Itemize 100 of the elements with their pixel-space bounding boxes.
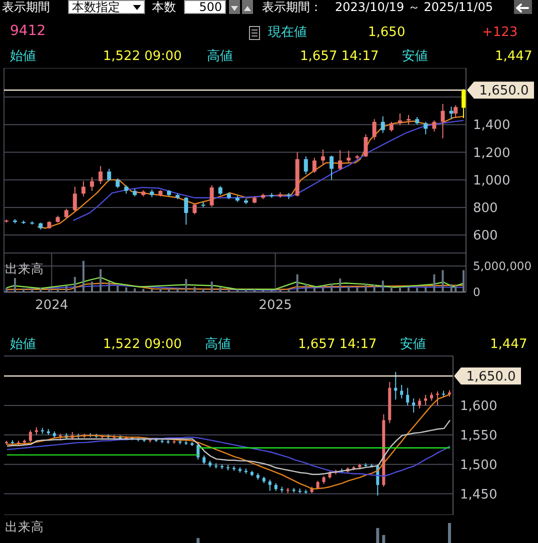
bar bbox=[322, 286, 324, 292]
candlestick bbox=[440, 103, 445, 139]
bar bbox=[108, 282, 110, 292]
candlestick bbox=[184, 196, 188, 226]
text: 9412 bbox=[10, 23, 46, 39]
bar bbox=[14, 278, 16, 292]
bar bbox=[399, 286, 401, 292]
candlestick bbox=[210, 184, 214, 208]
bar bbox=[416, 288, 418, 292]
bar bbox=[442, 270, 444, 292]
candlestick bbox=[389, 121, 394, 132]
candlestick bbox=[454, 104, 458, 118]
bar bbox=[339, 278, 342, 292]
candlestick bbox=[192, 202, 197, 215]
y-tick-label: 1,550 bbox=[460, 428, 498, 444]
text: 1,522 09:00 bbox=[103, 49, 182, 64]
candlestick bbox=[424, 121, 428, 135]
y-tick-label: 1,400 bbox=[473, 118, 510, 134]
bar bbox=[304, 284, 307, 292]
bar bbox=[236, 289, 238, 292]
bar bbox=[134, 288, 136, 292]
line-series bbox=[6, 276, 464, 290]
text: 始値 bbox=[10, 49, 36, 64]
candlestick bbox=[90, 176, 94, 192]
text: 本数 bbox=[152, 0, 176, 15]
y-tick-label: 800 bbox=[473, 201, 498, 216]
candlestick bbox=[398, 113, 402, 126]
text: 表示期間 bbox=[2, 0, 50, 15]
candlestick bbox=[380, 116, 385, 134]
bar bbox=[454, 285, 457, 292]
text: 安値 bbox=[402, 49, 428, 64]
select-field: 本数指定 bbox=[68, 0, 145, 14]
candlestick bbox=[406, 387, 410, 406]
y-tick-label: 5,000,000 bbox=[473, 259, 532, 274]
text: 1,522 09:00 bbox=[103, 337, 182, 352]
chart-title: 出来高 bbox=[5, 519, 44, 534]
candlestick bbox=[436, 390, 440, 406]
candlestick bbox=[196, 444, 200, 460]
bar bbox=[202, 288, 204, 292]
bar bbox=[150, 288, 153, 292]
text: 1,657 14:17 bbox=[298, 337, 377, 352]
candlestick bbox=[304, 156, 308, 175]
candlestick bbox=[372, 118, 376, 140]
text: 安値 bbox=[400, 337, 426, 352]
bar bbox=[40, 288, 42, 292]
y-tick-label: 1,450 bbox=[460, 487, 498, 502]
candlestick bbox=[364, 134, 368, 158]
candlestick bbox=[268, 479, 272, 492]
bar bbox=[196, 538, 200, 543]
bar bbox=[433, 274, 436, 292]
bar bbox=[168, 288, 170, 292]
candlestick bbox=[321, 148, 325, 166]
candlestick bbox=[81, 180, 86, 197]
x-tick-label: 2025 bbox=[258, 298, 292, 314]
text: 2023/10/19 ～ 2025/11/05 bbox=[335, 0, 493, 15]
text: 1,657 14:17 bbox=[300, 49, 379, 64]
candlestick bbox=[346, 150, 351, 164]
candlestick bbox=[28, 430, 32, 442]
bar bbox=[279, 289, 282, 292]
bar bbox=[450, 284, 452, 292]
bar bbox=[82, 260, 84, 292]
bar bbox=[462, 270, 465, 292]
line-series bbox=[72, 120, 464, 222]
y-tick-label: 1,500 bbox=[460, 458, 498, 473]
text: 高値 bbox=[207, 49, 233, 64]
bar bbox=[56, 288, 59, 292]
candlestick bbox=[98, 166, 103, 184]
y-tick-label: 1,000 bbox=[473, 173, 510, 188]
bar bbox=[31, 288, 34, 292]
candlestick bbox=[116, 178, 120, 189]
text: 1,447 bbox=[495, 49, 532, 64]
candlestick bbox=[406, 114, 411, 126]
bar bbox=[364, 284, 367, 292]
bar bbox=[5, 288, 8, 292]
bar bbox=[194, 286, 196, 292]
bar bbox=[176, 288, 179, 292]
text-field: 500 bbox=[184, 0, 226, 14]
bar bbox=[142, 288, 144, 292]
line-series bbox=[6, 282, 464, 290]
bar bbox=[296, 274, 298, 292]
bar bbox=[74, 276, 76, 292]
bar bbox=[330, 284, 333, 292]
candlestick bbox=[449, 106, 454, 120]
text: 高値 bbox=[205, 337, 231, 352]
candlestick bbox=[72, 186, 77, 212]
line-series bbox=[6, 394, 451, 490]
line-series bbox=[37, 116, 464, 229]
bar bbox=[382, 535, 386, 543]
text: 1,447 bbox=[490, 337, 528, 352]
candlestick bbox=[400, 384, 404, 399]
bar bbox=[376, 528, 380, 543]
text: +123 bbox=[482, 25, 518, 40]
candlestick bbox=[418, 398, 422, 409]
bar bbox=[228, 288, 230, 292]
candlestick bbox=[462, 88, 466, 119]
bar bbox=[159, 288, 162, 292]
candlestick bbox=[338, 150, 342, 171]
y-tick-label: 600 bbox=[473, 228, 498, 244]
bar bbox=[288, 288, 290, 292]
bar bbox=[219, 287, 222, 292]
